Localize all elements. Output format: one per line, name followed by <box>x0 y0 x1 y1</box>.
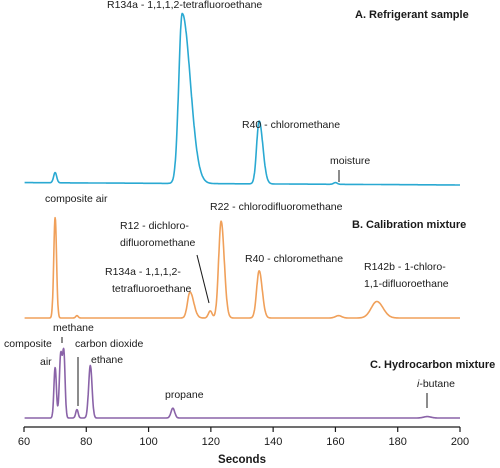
peak-label: composite air <box>45 193 108 205</box>
peak-label: R12 - dichloro- <box>120 220 189 232</box>
leader-line <box>196 254 210 304</box>
x-tick-label: 160 <box>326 436 344 448</box>
peak-label: propane <box>165 389 204 401</box>
panel-2: C. Hydrocarbon mixture composite air methan… <box>4 322 495 419</box>
x-tick-label: 120 <box>202 436 220 448</box>
panel-title-0: A. Refrigerant sample <box>355 9 469 21</box>
series-line-2 <box>24 347 461 419</box>
x-tick-label: 140 <box>264 436 282 448</box>
x-axis: 60 80 100 120 140 160 180 200 Seconds <box>18 426 469 466</box>
x-tick-label: 180 <box>389 436 407 448</box>
peak-label: R40 - chloromethane <box>245 253 343 265</box>
peak-label: R40 - chloromethane <box>242 119 340 131</box>
series-line-0 <box>24 12 461 186</box>
peak-label: ethane <box>91 354 123 366</box>
peak-label: carbon dioxide <box>75 338 143 350</box>
peak-label: 1,1-difluoroethane <box>364 278 449 290</box>
peak-label: methane <box>53 322 94 334</box>
series-line-1 <box>24 216 461 319</box>
x-tick-label: 80 <box>80 436 92 448</box>
peak-label: R142b - 1-chloro- <box>364 261 446 273</box>
panel-title-1: B. Calibration mixture <box>352 219 466 231</box>
x-tick-label: 60 <box>18 436 30 448</box>
peak-label: R134a - 1,1,1,2- <box>105 266 181 278</box>
panel-title-2: C. Hydrocarbon mixture <box>370 359 495 371</box>
peak-label: i-butane <box>417 378 455 390</box>
peak-label: R134a - 1,1,1,2-tetrafluoroethane <box>107 0 262 11</box>
peak-label: difluoromethane <box>120 237 195 249</box>
x-axis-title: Seconds <box>218 454 266 466</box>
peak-label: moisture <box>330 155 370 167</box>
panel-1: B. Calibration mixture composite air R12 -… <box>24 193 466 319</box>
x-tick-label: 200 <box>451 436 469 448</box>
panel-0: A. Refrigerant sample R134a - 1,1,1,2-tet… <box>24 0 469 186</box>
peak-label: R22 - chlorodifluoromethane <box>210 201 343 213</box>
x-tick-label: 100 <box>139 436 157 448</box>
peak-label: tetrafluoroethane <box>112 283 192 295</box>
peak-label: air <box>40 356 52 368</box>
peak-label: composite <box>4 338 52 350</box>
